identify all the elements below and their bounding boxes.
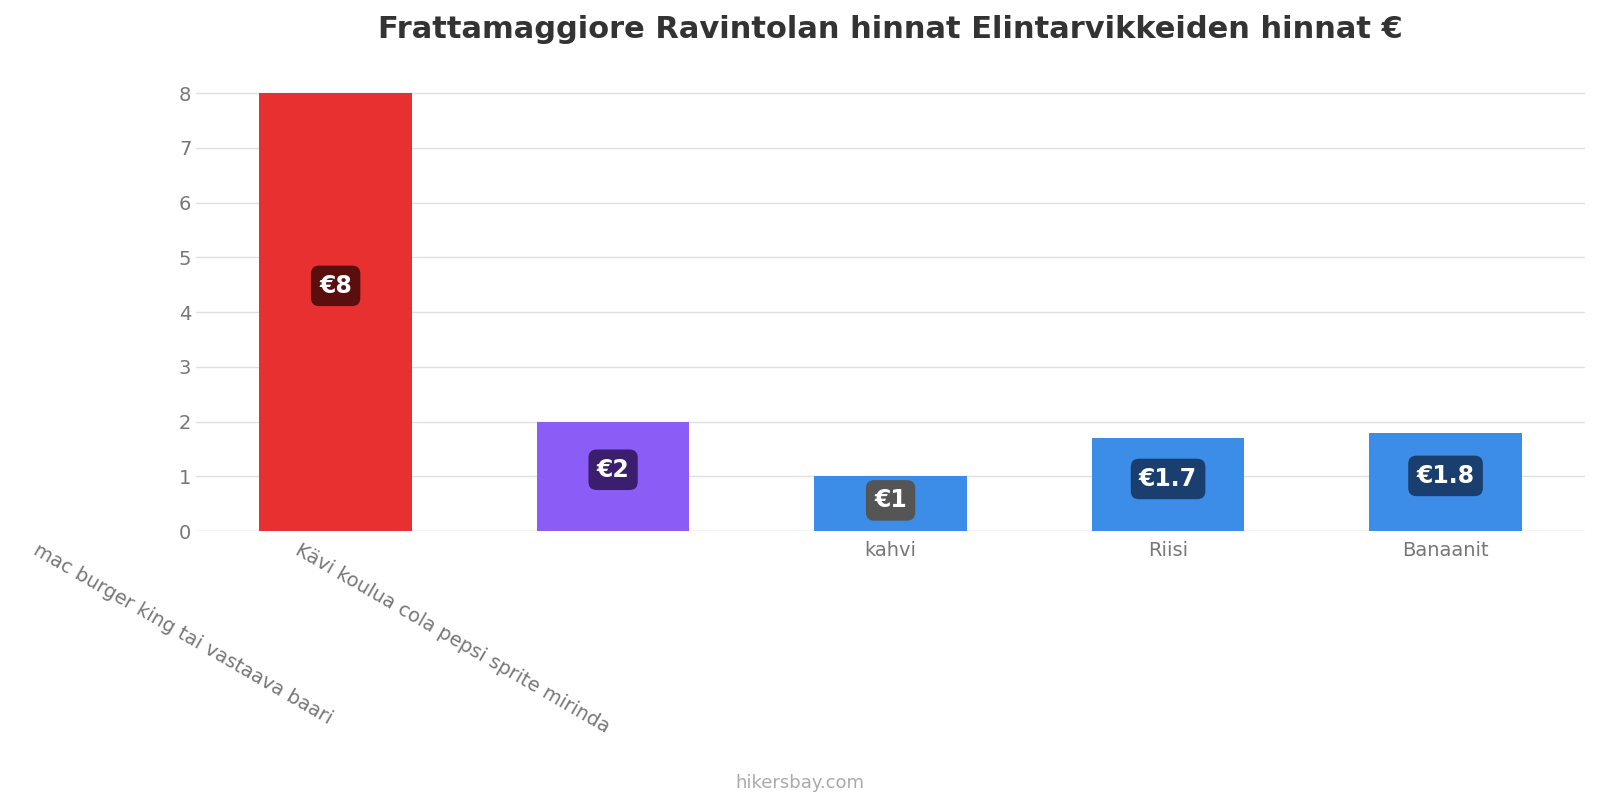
Text: €1.8: €1.8 [1416,464,1475,488]
Bar [1091,438,1245,531]
Bar [259,93,411,531]
Text: €1: €1 [874,489,907,513]
Text: €1.7: €1.7 [1139,467,1197,491]
Title: Frattamaggiore Ravintolan hinnat Elintarvikkeiden hinnat €: Frattamaggiore Ravintolan hinnat Elintar… [378,15,1403,44]
Bar [1370,433,1522,531]
Text: hikersbay.com: hikersbay.com [736,774,864,792]
Text: €8: €8 [318,274,352,298]
Bar [536,422,690,531]
Bar [814,476,966,531]
Text: €2: €2 [597,458,629,482]
